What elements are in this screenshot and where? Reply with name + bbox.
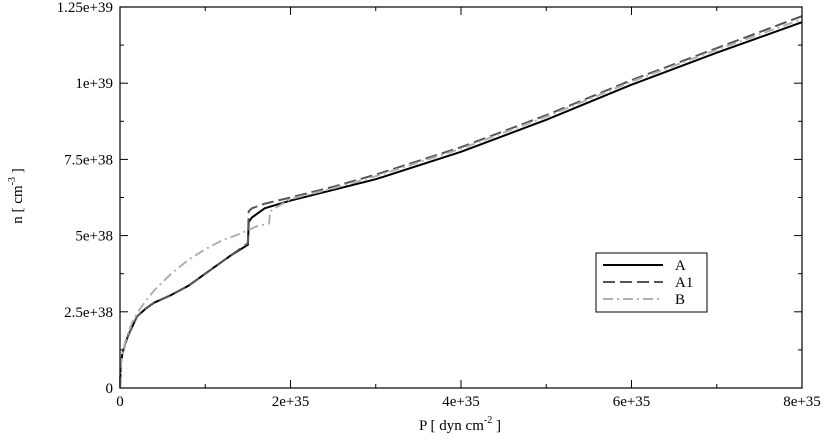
x-tick-label: 4e+35: [442, 394, 480, 410]
y-tick-label: 0: [106, 381, 114, 397]
y-tick-label: 7.5e+38: [64, 152, 113, 168]
y-tick-label: 1e+39: [75, 76, 113, 92]
x-tick-label: 2e+35: [272, 394, 310, 410]
x-tick-label: 0: [116, 394, 124, 410]
x-axis-title: P [ dyn cm-2 ]: [419, 415, 501, 434]
x-axis-title-end: ]: [492, 418, 501, 434]
plot-layer: [119, 15, 803, 389]
y-axis-title-main: n [ cm: [10, 185, 26, 224]
series-line-a: [119, 21, 803, 389]
plot-frame: [119, 6, 803, 389]
y-tick-label: 2.5e+38: [64, 305, 113, 321]
x-tick-label: 8e+35: [783, 394, 821, 410]
series-line-a1: [119, 15, 803, 389]
y-axis-title: n [ cm-3 ]: [7, 168, 26, 223]
y-tick-label: 1.25e+39: [57, 0, 113, 16]
x-axis-title-main: P [ dyn cm: [419, 418, 484, 434]
x-axis-title-exponent: -2: [484, 415, 492, 426]
legend-label-a: A: [675, 258, 686, 274]
legend-label-a1: A1: [675, 275, 693, 291]
tick-layer: 0 2e+35 4e+35 6e+35 8e+35 0 2.5e+38 5e+38 7.5e+3…: [57, 0, 821, 410]
legend-label-b: B: [675, 292, 685, 308]
series-line-b: [119, 18, 803, 389]
y-tick-label: 5e+38: [75, 229, 113, 245]
y-axis-title-end: ]: [10, 168, 26, 177]
x-tick-label: 6e+35: [613, 394, 651, 410]
y-axis-title-exponent: -3: [7, 177, 18, 185]
